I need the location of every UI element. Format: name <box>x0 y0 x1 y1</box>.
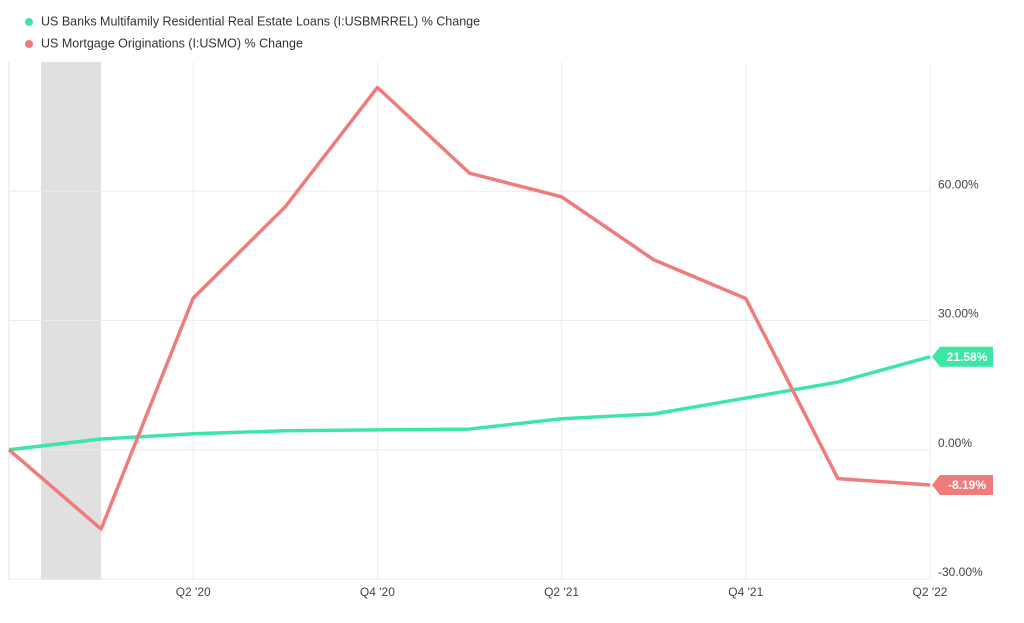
y-tick-label: 60.00% <box>938 177 979 191</box>
x-tick-label: Q4 '20 <box>360 585 395 599</box>
legend-label: US Banks Multifamily Residential Real Es… <box>41 14 480 28</box>
series-line <box>8 355 931 452</box>
y-tick-label: 30.00% <box>938 307 979 321</box>
x-tick-label: Q2 '20 <box>176 585 211 599</box>
x-tick-label: Q2 '22 <box>913 585 948 599</box>
value-tag <box>932 475 993 496</box>
legend: US Banks Multifamily Residential Real Es… <box>25 14 480 50</box>
lines <box>7 85 931 531</box>
value-tag <box>932 346 993 367</box>
grid <box>9 62 931 580</box>
value-label: 21.58% <box>947 350 988 364</box>
x-tick-label: Q2 '21 <box>544 585 579 599</box>
series-line <box>7 85 931 531</box>
legend-marker <box>25 40 33 48</box>
legend-label: US Mortgage Originations (I:USMO) % Chan… <box>41 36 303 50</box>
x-tick-label: Q4 '21 <box>728 585 763 599</box>
legend-marker <box>25 18 33 26</box>
y-tick-label: -30.00% <box>938 565 983 579</box>
value-label: -8.19% <box>948 478 986 492</box>
y-tick-label: 0.00% <box>938 436 972 450</box>
